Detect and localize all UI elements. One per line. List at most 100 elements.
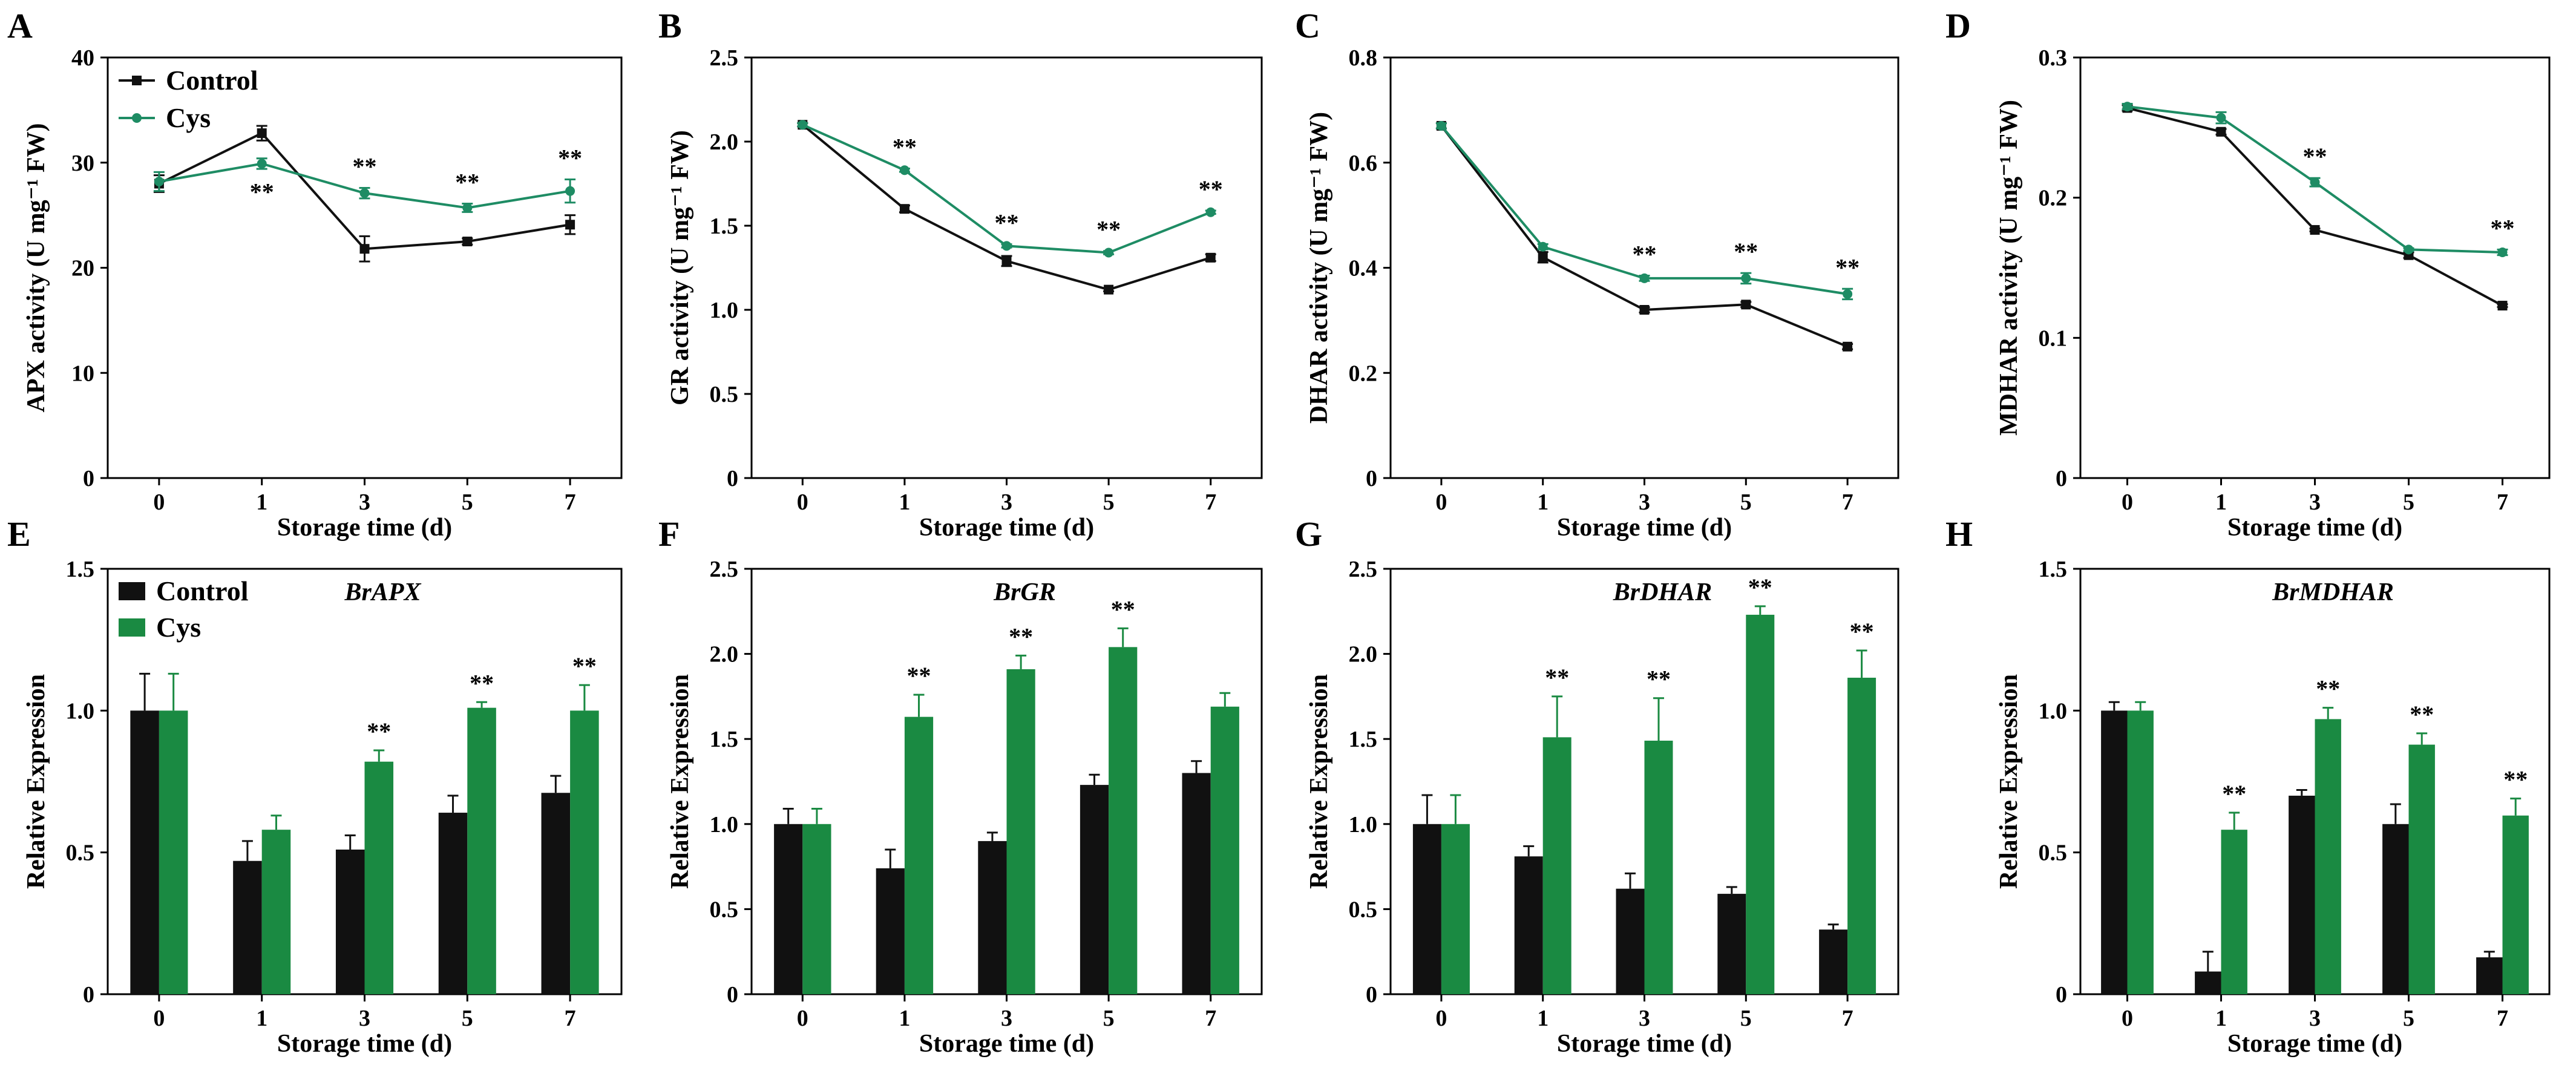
- y-tick-label: 0.1: [2039, 326, 2068, 351]
- x-tick-label: 0: [797, 490, 808, 515]
- significance-label: **: [558, 145, 582, 172]
- bar-control: [1819, 929, 1848, 994]
- y-tick-label: 10: [71, 361, 94, 386]
- bar-cys: [2127, 710, 2154, 994]
- gene-label: BrGR: [993, 578, 1056, 606]
- significance-label: **: [1199, 175, 1223, 203]
- significance-label: **: [1111, 595, 1135, 623]
- data-point: [2310, 177, 2320, 188]
- bar-cys: [261, 830, 291, 994]
- bar-control: [1412, 824, 1441, 994]
- x-tick-label: 1: [256, 490, 267, 515]
- bar-cys: [2221, 830, 2247, 994]
- x-tick-label: 1: [899, 1006, 910, 1031]
- data-point: [1104, 284, 1114, 295]
- y-axis-title: Relative Expression: [1995, 674, 2023, 889]
- x-tick-label: 5: [1103, 1006, 1115, 1031]
- y-tick-label: 0.6: [1349, 151, 1378, 176]
- bar-control: [2289, 795, 2315, 994]
- bar-cys: [904, 716, 934, 994]
- bar-cys: [1109, 647, 1138, 994]
- y-tick-label: 2.5: [710, 45, 739, 71]
- bar-control: [438, 813, 468, 994]
- y-tick-label: 0: [1366, 466, 1377, 491]
- y-tick-label: 0.8: [1349, 45, 1378, 71]
- x-tick-label: 1: [899, 490, 910, 515]
- y-tick-label: 0.5: [66, 841, 95, 866]
- bar-control: [2195, 971, 2221, 994]
- bar-cys: [2408, 744, 2435, 994]
- significance-label: **: [367, 718, 391, 745]
- y-tick-label: 1.0: [710, 298, 739, 323]
- chart-panel-h: H 0 0.5 1.0 1.5 0 1 3 5 7 Storage time (d) Relative…: [1945, 514, 2551, 1058]
- legend-marker-cys: [132, 113, 142, 123]
- y-tick-label: 0.4: [1349, 256, 1378, 281]
- gene-label: BrDHAR: [1613, 578, 1712, 606]
- y-axis-title: Relative Expression: [1305, 674, 1333, 889]
- bar-cys: [1210, 706, 1239, 994]
- significance-label: **: [1647, 666, 1671, 693]
- data-point: [2310, 224, 2320, 235]
- data-point: [899, 165, 909, 175]
- bar-control: [130, 710, 159, 994]
- data-point: [257, 128, 267, 139]
- chart-panel-d: D 0 0.1 0.2 0.3 0 1 3 5 7 Storage time (d) MDHAR ac…: [1945, 6, 2551, 542]
- significance-label: **: [893, 133, 917, 160]
- y-tick-label: 0.5: [1349, 897, 1378, 922]
- chart-panel-f: F 0 0.5 1.0 1.5 2.0 2.5 0 1 3 5 7 Storage time (d) Re…: [658, 514, 1263, 1058]
- gene-label: BrMDHAR: [2272, 578, 2394, 606]
- x-tick-label: 3: [2309, 1006, 2321, 1031]
- data-point: [2497, 247, 2508, 258]
- data-point: [2497, 301, 2508, 311]
- x-tick-label: 5: [1103, 490, 1115, 515]
- x-tick-label: 7: [1205, 1006, 1216, 1031]
- x-tick-label: 1: [2215, 1006, 2227, 1031]
- bar-cys: [364, 761, 394, 994]
- bar-cys: [1746, 614, 1775, 994]
- x-axis-title: Storage time (d): [919, 1030, 1094, 1058]
- y-tick-label: 1.0: [710, 812, 739, 837]
- y-tick-label: 1.5: [1349, 727, 1378, 752]
- plot-frame: [750, 56, 1263, 479]
- significance-label: **: [572, 652, 597, 680]
- data-point: [1205, 207, 1216, 217]
- y-axis-title: GR activity (U mg⁻¹ FW): [666, 130, 694, 405]
- x-tick-label: 5: [2403, 1006, 2414, 1031]
- significance-label: **: [2410, 701, 2434, 728]
- x-tick-label: 1: [1537, 1006, 1549, 1031]
- x-tick-label: 3: [359, 490, 370, 515]
- x-tick-label: 7: [2497, 490, 2508, 515]
- y-tick-label: 2.5: [1349, 557, 1378, 582]
- y-tick-label: 1.5: [710, 727, 739, 752]
- bar-control: [335, 849, 365, 994]
- chart-panel-e: E 0 0.5 1.0 1.5 0 1 3 5 7 Storage time (d) Relative…: [7, 514, 623, 1058]
- y-tick-label: 1.5: [2039, 557, 2068, 582]
- y-tick-label: 1.5: [710, 214, 739, 239]
- x-tick-label: 1: [2215, 490, 2227, 515]
- significance-label: **: [2222, 780, 2246, 807]
- x-tick-label: 1: [1537, 490, 1549, 515]
- x-tick-label: 0: [2122, 490, 2133, 515]
- bar-cys: [467, 707, 496, 994]
- x-tick-label: 3: [1639, 490, 1650, 515]
- x-axis-title: Storage time (d): [2227, 514, 2402, 542]
- legend-label-cys: Cys: [166, 102, 211, 133]
- y-tick-label: 0: [83, 466, 94, 491]
- series-line-control: [2127, 107, 2503, 307]
- bar-cys: [1542, 737, 1571, 994]
- significance-label: **: [250, 179, 274, 206]
- significance-label: **: [1633, 241, 1657, 268]
- bar-control: [233, 860, 262, 994]
- significance-label: **: [1009, 623, 1033, 650]
- y-tick-label: 40: [71, 45, 94, 71]
- bar-control: [1080, 785, 1109, 994]
- y-tick-label: 0: [727, 982, 738, 1008]
- data-point: [1639, 273, 1650, 283]
- legend-label-cys: Cys: [156, 612, 201, 643]
- y-tick-label: 1.0: [66, 698, 95, 724]
- y-tick-label: 30: [71, 151, 94, 176]
- data-point: [359, 244, 370, 254]
- significance-label: **: [2316, 675, 2340, 703]
- bar-cys: [1006, 669, 1035, 994]
- y-tick-label: 1.0: [1349, 812, 1378, 837]
